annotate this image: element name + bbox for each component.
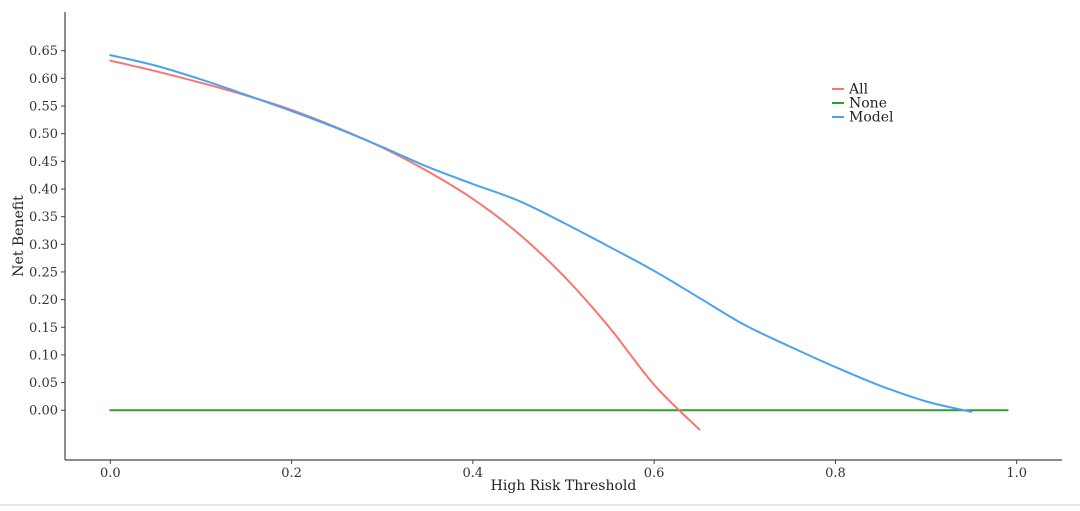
y-tick-label: 0.20 — [29, 293, 58, 308]
x-tick-label: 0.0 — [100, 466, 121, 481]
y-axis-title: Net Benefit — [11, 195, 27, 277]
series-lines — [109, 54, 1009, 431]
x-tick-label: 0.2 — [281, 466, 302, 481]
series-line-all — [109, 59, 701, 431]
y-tick-label: 0.65 — [29, 44, 58, 59]
legend-label-none: None — [849, 96, 887, 112]
y-tick-label: 0.55 — [29, 100, 58, 115]
x-tick-label: 0.4 — [463, 466, 484, 481]
y-tick-label: 0.35 — [29, 210, 58, 225]
y-tick-label: 0.30 — [29, 238, 58, 253]
y-tick-label: 0.15 — [29, 321, 58, 336]
bottom-edge-divider — [0, 504, 1080, 506]
x-tick-label: 0.6 — [644, 466, 665, 481]
legend-label-model: Model — [849, 110, 894, 126]
y-tick-label: 0.40 — [29, 182, 58, 197]
x-tick-label: 0.8 — [825, 466, 846, 481]
y-tick-label: 0.25 — [29, 265, 58, 280]
axes: 0.00 0.05 0.10 0.15 0.20 0.25 0.30 0.35 0.40 0.45… — [29, 12, 1062, 481]
y-tick-label: 0.05 — [29, 376, 58, 391]
y-tick-label: 0.00 — [29, 404, 58, 419]
legend-label-all: All — [848, 82, 869, 98]
y-tick-label: 0.60 — [29, 72, 58, 87]
x-axis-title: High Risk Threshold — [491, 478, 637, 494]
y-tick-label: 0.50 — [29, 127, 58, 142]
y-tick-label: 0.10 — [29, 348, 58, 363]
x-tick-label: 1.0 — [1006, 466, 1027, 481]
y-tick-label: 0.45 — [29, 155, 58, 170]
series-line-model — [109, 54, 973, 413]
